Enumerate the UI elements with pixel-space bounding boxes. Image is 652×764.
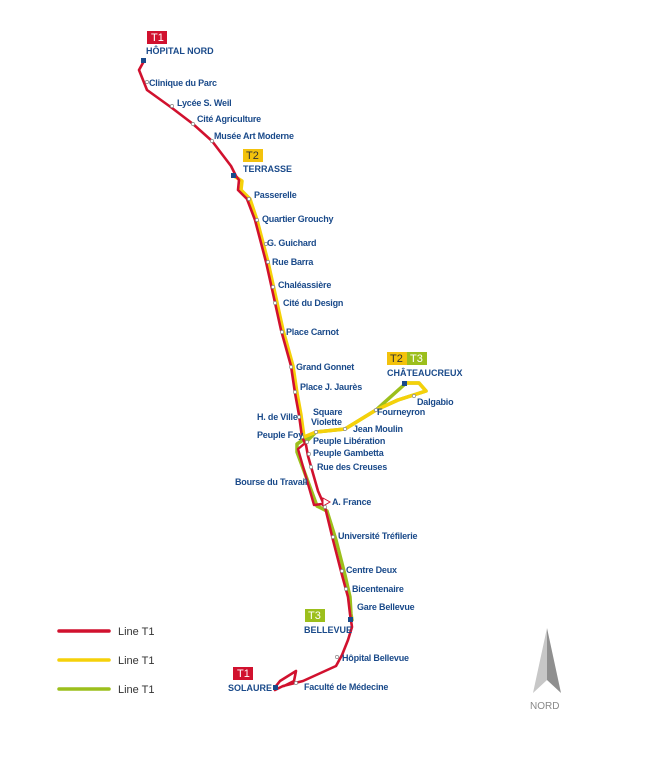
station-dot (170, 104, 173, 107)
station-label: Peuple Foy (257, 430, 303, 440)
station-dot (289, 365, 292, 368)
badge-label: T1 (237, 668, 250, 680)
station-label: H. de Ville (257, 412, 298, 422)
station-label: Chaléassière (278, 280, 331, 290)
station-label: Lycée S. Weil (177, 98, 231, 108)
station-label: Fourneyron (377, 407, 425, 417)
station-dot (297, 415, 300, 418)
station-label: Violette (311, 417, 342, 427)
station-dot (280, 330, 283, 333)
badge-label: T2 (246, 150, 259, 162)
station-label: Rue Barra (272, 257, 314, 267)
station-dot (309, 465, 312, 468)
station-label: Centre Deux (346, 565, 397, 575)
station-dot (335, 655, 338, 658)
badge-t2-terrasse: T2 (243, 149, 263, 162)
station-label: Quartier Grouchy (262, 214, 334, 224)
compass-label: NORD (530, 701, 559, 712)
station-label: Jean Moulin (353, 424, 403, 434)
badge-label: T1 (151, 32, 164, 44)
badge-label: T2 (390, 353, 403, 365)
station-dot (273, 301, 276, 304)
station-label: Dalgabio (417, 397, 454, 407)
legend: Line T1 Line T1 Line T1 (59, 626, 155, 696)
station-dot (323, 505, 326, 508)
station-label: Bourse du Travail (235, 477, 307, 487)
station-label: Place Carnot (286, 327, 339, 337)
badge-t2-t3-chateaucreux: T2 T3 (387, 352, 427, 365)
terminal-terrasse: TERRASSE (243, 164, 292, 174)
terminal-solaure: SOLAURE (228, 683, 272, 693)
terminal-hopital-nord: HÔPITAL NORD (146, 45, 214, 56)
station-dot (314, 430, 317, 433)
legend-label: Line T1 (118, 626, 155, 638)
north-arrow-icon (533, 628, 561, 693)
terminal-marker (402, 381, 407, 386)
station-label: Place J. Jaurès (300, 382, 362, 392)
terminal-bellevue: BELLEVUE (304, 625, 352, 635)
legend-label: Line T1 (118, 684, 155, 696)
badge-t1-solaure: T1 (233, 667, 253, 680)
station-label: Passerelle (254, 190, 297, 200)
station-label: Square (313, 407, 343, 417)
station-label: Bicentenaire (352, 584, 404, 594)
station-label: Cité Agriculture (197, 114, 261, 124)
station-label: Hôpital Bellevue (342, 653, 409, 663)
station-dot (305, 440, 308, 443)
station-dot (412, 394, 415, 397)
badge-t1-hopital-nord: T1 (147, 31, 167, 44)
station-label: G. Guichard (267, 238, 316, 248)
badge-label: T3 (410, 353, 423, 365)
terminal-marker (141, 58, 146, 63)
station-dot (293, 390, 296, 393)
station-label: Clinique du Parc (149, 78, 217, 88)
station-label: Musée Art Moderne (214, 131, 294, 141)
station-label: A. France (332, 497, 371, 507)
terminal-marker (231, 173, 236, 178)
station-dot (340, 569, 343, 572)
station-label: Peuple Libération (313, 436, 385, 446)
station-dot (255, 218, 258, 221)
station-dot (271, 285, 274, 288)
legend-label: Line T1 (118, 655, 155, 667)
station-dot (307, 452, 310, 455)
station-label: Rue des Creuses (317, 462, 387, 472)
station-label: Université Tréfilerie (338, 531, 418, 541)
badge-label: T3 (308, 610, 321, 622)
station-dot (191, 122, 194, 125)
terminal-marker (273, 685, 278, 690)
station-dot (331, 535, 334, 538)
station-dot (247, 197, 250, 200)
station-dot (343, 427, 346, 430)
station-label: Grand Gonnet (296, 362, 354, 372)
station-dot (266, 260, 269, 263)
station-label: Peuple Gambetta (313, 448, 385, 458)
station-dot (294, 681, 297, 684)
terminal-chateaucreux: CHÂTEAUCREUX (387, 367, 463, 378)
station-label: Cité du Design (283, 298, 343, 308)
terminal-marker (348, 617, 353, 622)
station-label: Gare Bellevue (357, 602, 415, 612)
station-label: Faculté de Médecine (304, 682, 388, 692)
station-dot (344, 587, 347, 590)
badge-t3-bellevue: T3 (305, 609, 325, 622)
a-france-arrow-icon (323, 498, 330, 506)
